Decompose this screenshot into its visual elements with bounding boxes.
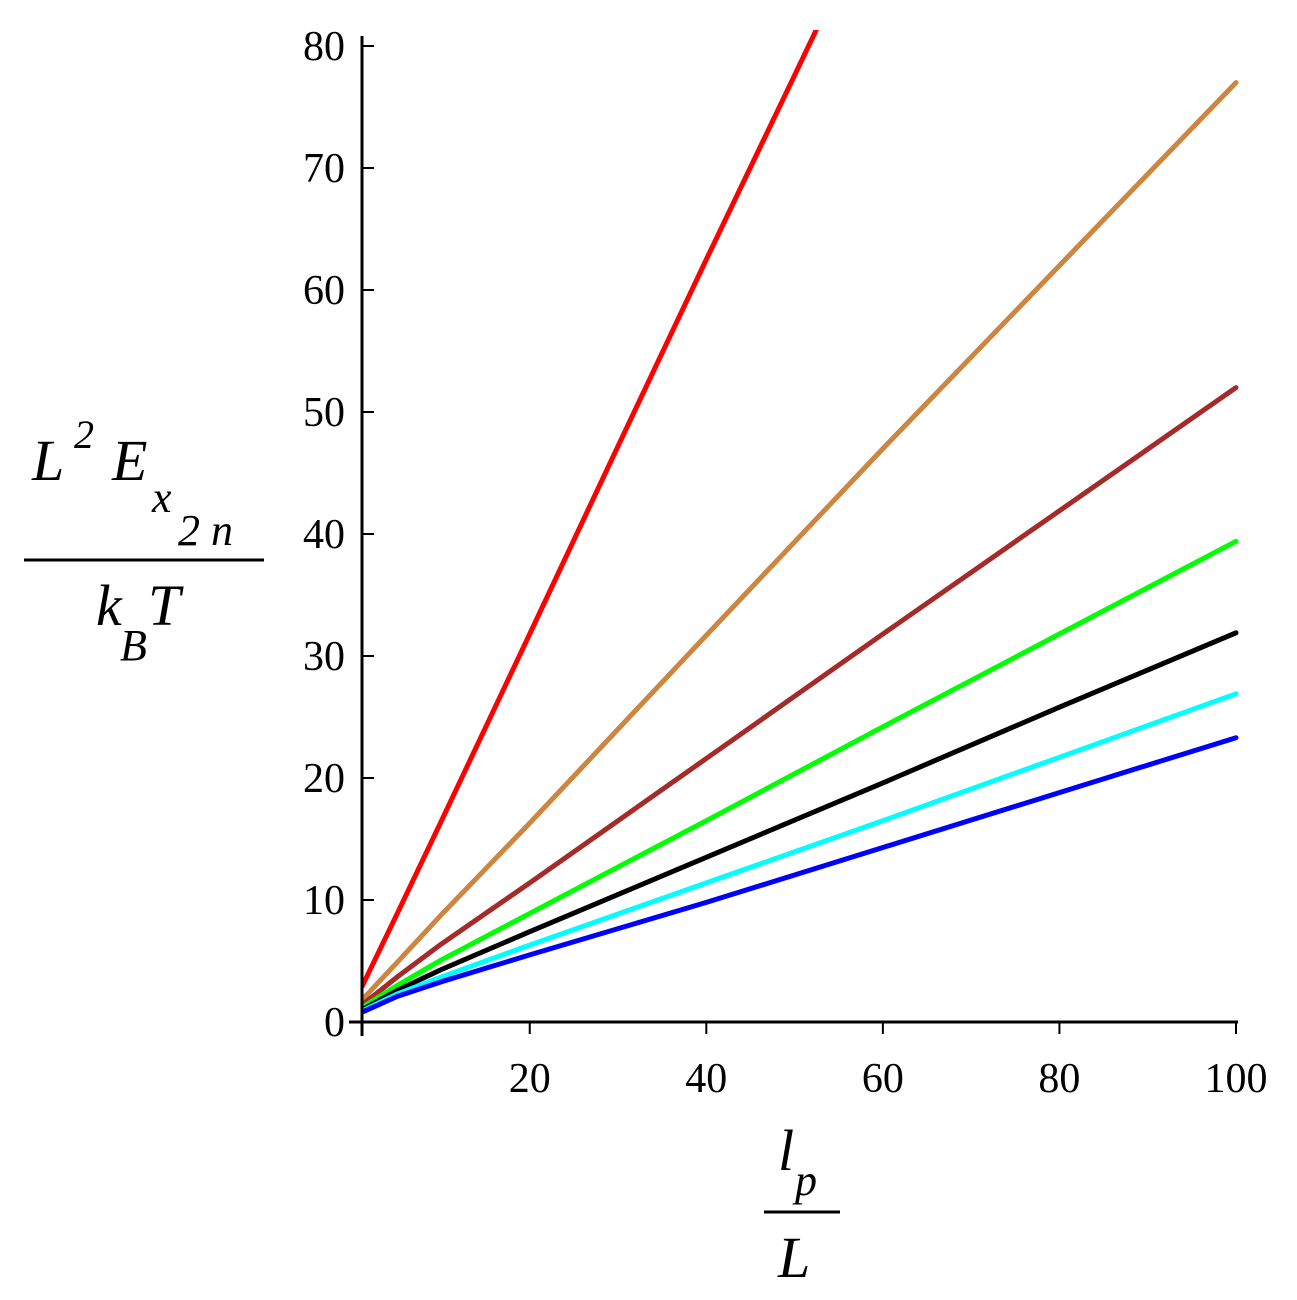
ylabel-num-symbol: E — [111, 428, 147, 493]
ylabel-den-subscript: B — [120, 621, 147, 670]
series-line-7 — [362, 735, 1239, 1015]
ylabel-num-subscript: x — [151, 473, 172, 522]
series-group — [362, 30, 1239, 1015]
x-ticks: 20 40 60 80 100 — [509, 1022, 1268, 1102]
series-line-6 — [362, 691, 1239, 1014]
xlabel-num-subscript: p — [792, 1156, 817, 1205]
y-tick-label: 20 — [303, 756, 345, 802]
y-tick-label: 10 — [303, 878, 345, 924]
y-tick-label: 30 — [303, 634, 345, 680]
x-axis-label: l p L — [764, 1118, 840, 1290]
y-tick-label: 0 — [324, 1000, 345, 1046]
series-line-3 — [362, 385, 1239, 1008]
xlabel-den-base: L — [777, 1225, 810, 1290]
y-tick-label: 40 — [303, 512, 345, 558]
series-line-2 — [362, 80, 1239, 1003]
x-tick-label: 100 — [1205, 1056, 1268, 1102]
y-tick-label: 70 — [303, 146, 345, 192]
x-tick-label: 60 — [862, 1056, 904, 1102]
ylabel-den-symbol: T — [148, 573, 184, 638]
series-line-1 — [362, 30, 819, 990]
ylabel-num-base: L — [31, 428, 64, 493]
y-axis-label: L 2 E x 2 n k B T — [24, 412, 264, 670]
ylabel-den-base: k — [96, 573, 123, 638]
series-line-4 — [362, 538, 1239, 1010]
y-tick-label: 50 — [303, 390, 345, 436]
ylabel-num-sub-subscript: 2 n — [178, 506, 233, 555]
x-tick-label: 40 — [685, 1056, 727, 1102]
series-line-5 — [362, 630, 1239, 1013]
xlabel-num-base: l — [778, 1118, 794, 1183]
ylabel-num-exponent: 2 — [74, 412, 94, 457]
x-tick-label: 20 — [509, 1056, 551, 1102]
y-tick-label: 80 — [303, 24, 345, 70]
y-tick-label: 60 — [303, 268, 345, 314]
y-ticks: 0 10 20 30 40 50 60 70 80 — [303, 24, 374, 1046]
x-tick-label: 80 — [1038, 1056, 1080, 1102]
